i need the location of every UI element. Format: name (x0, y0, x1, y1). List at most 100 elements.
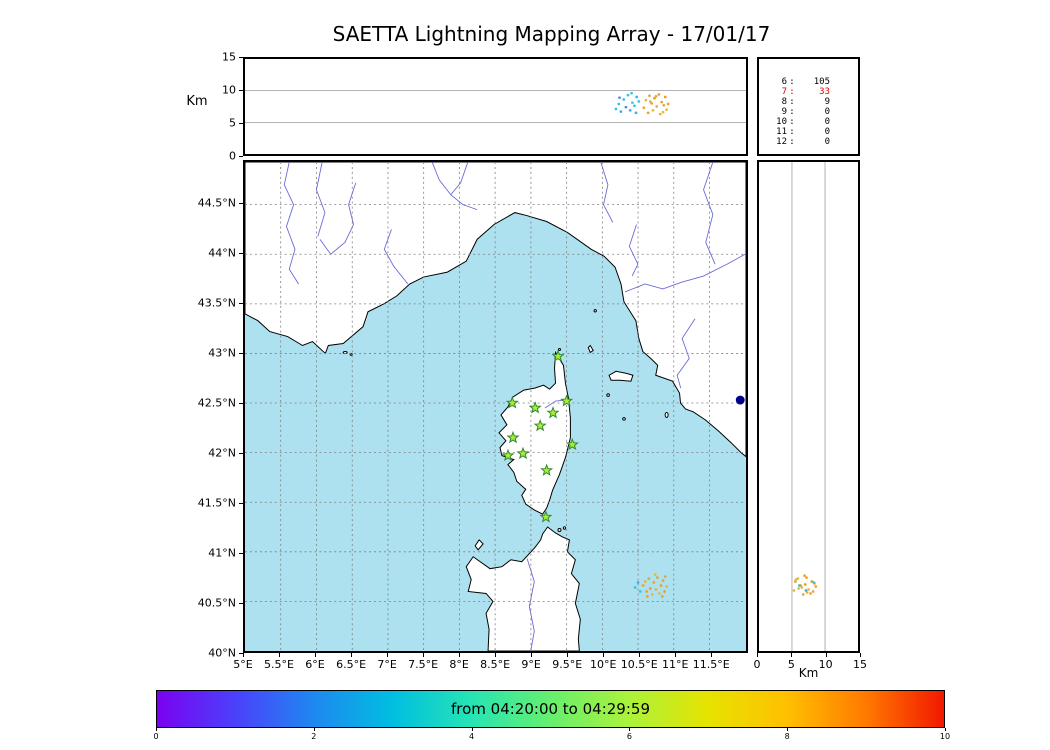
river (283, 162, 299, 285)
lon-tick-mark (423, 653, 425, 657)
river (383, 229, 409, 285)
lightning-point (805, 576, 808, 579)
figure-title: SAETTA Lightning Mapping Array - 17/01/1… (332, 22, 771, 46)
time-colorbar: from 04:20:00 to 04:29:59 (156, 690, 945, 728)
stats-source-count: 0 (824, 137, 830, 147)
lightning-point (638, 590, 642, 593)
lightning-point (619, 110, 623, 113)
lightning-point (626, 93, 630, 97)
river (315, 162, 326, 237)
coastline-mainland-france-italy (245, 162, 746, 458)
stats-colon: : (789, 77, 795, 87)
lightning-point (660, 595, 664, 598)
lightning-point (643, 580, 647, 583)
colorbar-tick-mark (471, 728, 473, 731)
lon-tick-mark (531, 653, 533, 657)
lightning-point (803, 583, 807, 586)
station-marker (505, 396, 519, 409)
lon-tick-label: 9.5°E (552, 658, 583, 671)
lightning-point (656, 576, 659, 579)
lightning-point (810, 580, 814, 583)
lightning-point (809, 592, 812, 595)
lat-tick-mark (239, 603, 243, 604)
coastline-corsica (498, 350, 571, 515)
island-giglio (664, 411, 669, 418)
lon-tick-mark (387, 653, 389, 657)
lon-tick-label: 6.5°E (336, 658, 367, 671)
lightning-point (792, 589, 796, 592)
stats-colon: : (789, 97, 795, 107)
lightning-point (661, 579, 665, 582)
lightning-point (636, 581, 640, 584)
colorbar-tick-mark (313, 728, 315, 731)
stats-row: 12: 0 (759, 137, 858, 147)
lightning-point (811, 590, 815, 593)
lightning-point (658, 112, 662, 116)
lat-tick-label: 40°N (208, 646, 236, 660)
km-tick-mark (825, 653, 827, 657)
island-pianosa (606, 393, 610, 397)
stats-station-count: 10 (776, 117, 787, 127)
lon-tick-mark (711, 653, 713, 657)
lightning-point (650, 101, 654, 105)
stats-station-count: 6 (781, 77, 787, 87)
lon-tick-mark (603, 653, 605, 657)
lightning-point (655, 105, 659, 108)
lightning-point (797, 587, 800, 590)
lightning-points (633, 395, 745, 598)
stats-row: 9: 0 (759, 107, 858, 117)
island-maddalena-2 (562, 526, 567, 530)
lon-tick-label: 5.5°E (264, 658, 294, 671)
km-tick-label: 10 (818, 658, 833, 671)
lon-tick-mark (567, 653, 569, 657)
stats-colon: : (789, 87, 795, 97)
station-marker (528, 401, 542, 414)
lightning-point (812, 581, 816, 584)
lon-tick-mark (639, 653, 641, 657)
lat-tick-label: 41°N (208, 546, 236, 560)
colorbar-time-label: from 04:20:00 to 04:29:59 (450, 700, 650, 718)
alt-tick-label: 0 (229, 149, 236, 163)
station-marker (506, 430, 520, 444)
lon-tick-label: 11.5°E (692, 658, 730, 671)
lightning-point (646, 111, 650, 115)
lightning-point (663, 95, 667, 99)
lightning-point (665, 108, 669, 112)
lat-tick-mark (239, 653, 243, 654)
lightning-point (648, 100, 652, 103)
lat-tick-label: 44.5°N (197, 196, 236, 210)
lon-tick-label: 11°E (662, 658, 689, 671)
lon-tick-label: 10.5°E (620, 658, 658, 671)
altitude-latitude-panel (757, 160, 860, 653)
lon-tick-label: 6°E (305, 658, 325, 671)
lon-tick-label: 8°E (449, 658, 469, 671)
colorbar-tick-label: 4 (469, 732, 475, 741)
km-tick-mark (860, 653, 861, 657)
lightning-point (805, 591, 809, 594)
river (703, 162, 716, 265)
station-stats-panel: 6:105 7:33 8:9 9:0 10:0 11:0 12:0 (757, 57, 860, 156)
river (526, 558, 535, 651)
lat-tick-mark (239, 453, 243, 454)
lightning-point (648, 587, 652, 590)
alt-tick-mark (239, 156, 243, 157)
lightning-point (622, 98, 626, 101)
lon-tick-mark (675, 653, 677, 657)
km-tick-label: 0 (753, 658, 761, 671)
lightning-point (647, 577, 651, 580)
lat-tick-mark (239, 353, 243, 354)
lat-tick-label: 42.5°N (197, 396, 236, 410)
lightning-point (653, 573, 657, 577)
river (676, 318, 696, 389)
lightning-point (618, 96, 621, 100)
lat-tick-label: 44°N (208, 246, 236, 260)
river (319, 182, 357, 255)
lightning-point (803, 574, 806, 578)
lightning-point (658, 592, 661, 595)
lon-tick-mark (243, 653, 244, 657)
lat-tick-label: 40.5°N (197, 596, 236, 610)
lightning-point (645, 590, 649, 593)
map-gridlines (245, 162, 746, 651)
stats-source-count: 0 (824, 127, 830, 137)
